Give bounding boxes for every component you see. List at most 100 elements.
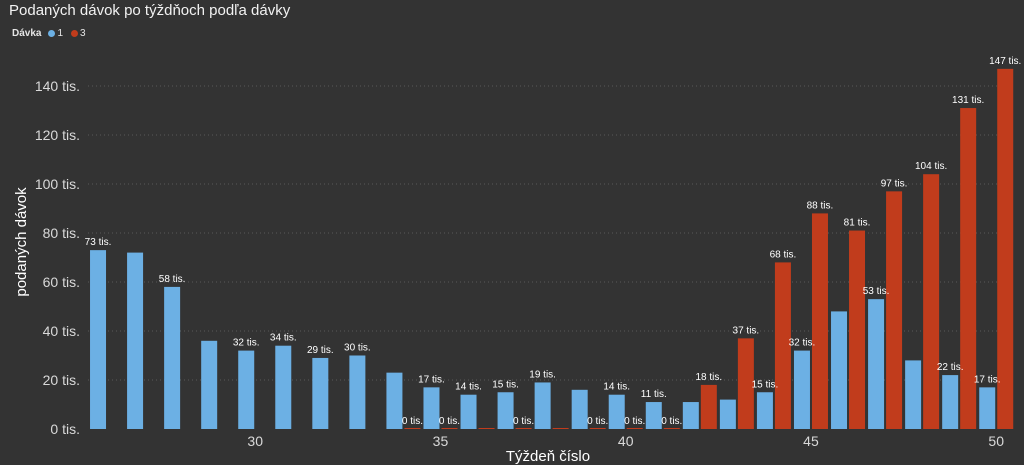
bar-series-1[interactable]	[275, 345, 292, 429]
legend-title: Dávka	[12, 28, 42, 39]
bars	[90, 68, 1014, 430]
bar-series-3[interactable]	[737, 338, 754, 429]
x-tick-label: 30	[247, 433, 263, 449]
data-label: 32 tis.	[233, 338, 260, 349]
bar-series-3[interactable]	[663, 428, 680, 429]
bar-series-1[interactable]	[349, 355, 366, 430]
legend-item-series-1[interactable]: 1	[48, 28, 63, 39]
bar-series-1[interactable]	[793, 350, 810, 429]
bar-series-3[interactable]	[811, 213, 828, 429]
data-label: 0 tis.	[439, 416, 460, 427]
data-label: 0 tis.	[513, 416, 534, 427]
data-label: 30 tis.	[344, 343, 371, 354]
data-label: 14 tis.	[603, 382, 630, 393]
bar-series-3[interactable]	[886, 191, 903, 429]
data-label: 81 tis.	[844, 218, 871, 229]
data-label: 53 tis.	[863, 286, 890, 297]
data-label: 0 tis.	[587, 416, 608, 427]
bar-series-1[interactable]	[201, 340, 218, 429]
data-label: 19 tis.	[529, 369, 556, 380]
bar-series-1[interactable]	[868, 299, 885, 429]
data-label: 15 tis.	[752, 379, 779, 390]
data-label: 14 tis.	[455, 382, 482, 393]
bar-series-3[interactable]	[700, 384, 717, 429]
y-tick-label: 100 tis.	[35, 176, 80, 192]
data-label: 131 tis.	[952, 95, 984, 106]
x-tick-label: 40	[618, 433, 634, 449]
bar-series-1[interactable]	[719, 399, 736, 429]
legend-label-series-1: 1	[57, 28, 64, 39]
chart-title: Podaných dávok po týždňoch podľa dávky	[9, 2, 291, 19]
y-tick-label: 20 tis.	[43, 372, 80, 388]
y-tick-label: 80 tis.	[43, 225, 80, 241]
y-tick-label: 0 tis.	[50, 421, 80, 437]
bar-series-3[interactable]	[441, 428, 458, 429]
bar-series-1[interactable]	[979, 387, 996, 429]
y-axis-title: podaných dávok	[13, 187, 30, 297]
bar-series-1[interactable]	[942, 375, 959, 429]
y-tick-label: 40 tis.	[43, 323, 80, 339]
legend-dot-series-3	[71, 30, 79, 37]
data-label: 147 tis.	[989, 56, 1021, 67]
bar-series-1[interactable]	[238, 350, 255, 429]
bar-series-3[interactable]	[626, 428, 643, 429]
data-label: 15 tis.	[492, 379, 519, 390]
bar-series-1[interactable]	[608, 394, 625, 429]
data-label: 0 tis.	[661, 416, 682, 427]
bar-series-3[interactable]	[997, 68, 1014, 429]
bar-series-1[interactable]	[460, 394, 477, 429]
y-tick-label: 60 tis.	[43, 274, 80, 290]
legend-dot-series-1	[48, 30, 56, 37]
data-label: 0 tis.	[624, 416, 645, 427]
data-label: 37 tis.	[733, 325, 760, 336]
bar-series-1[interactable]	[905, 360, 922, 429]
x-tick-label: 50	[988, 433, 1004, 449]
bar-series-1[interactable]	[90, 250, 107, 429]
bar-series-3[interactable]	[478, 428, 495, 429]
data-label: 29 tis.	[307, 345, 334, 356]
bar-series-1[interactable]	[682, 402, 699, 429]
bar-series-1[interactable]	[164, 286, 181, 429]
y-tick-label: 140 tis.	[35, 78, 80, 94]
bar-series-1[interactable]	[127, 252, 144, 429]
data-label: 11 tis.	[641, 389, 667, 400]
data-label: 73 tis.	[85, 237, 112, 248]
y-axis-ticks: 0 tis. 20 tis. 40 tis. 60 tis. 80 tis. 100 ti…	[35, 78, 80, 437]
legend-item-series-3[interactable]: 3	[71, 28, 86, 39]
data-labels: 73 tis. 58 tis. 32 tis. 34 tis. 29 tis. 30 ti…	[85, 56, 1022, 427]
bar-series-3[interactable]	[589, 428, 606, 429]
bar-series-1[interactable]	[571, 389, 588, 429]
bar-series-1[interactable]	[534, 382, 551, 429]
data-label: 58 tis.	[159, 274, 186, 285]
bar-series-1[interactable]	[312, 357, 329, 429]
bar-series-1[interactable]	[645, 402, 662, 429]
data-label: 32 tis.	[789, 338, 816, 349]
bar-series-3[interactable]	[923, 174, 940, 429]
bar-series-3[interactable]	[774, 262, 791, 429]
legend-label-series-3: 3	[80, 28, 86, 39]
legend: Dávka 1 3	[12, 28, 90, 39]
data-label: 34 tis.	[270, 333, 297, 344]
bar-series-3[interactable]	[552, 428, 569, 429]
x-axis-ticks: 30 35 40 45 50	[247, 433, 1004, 449]
data-label: 0 tis.	[402, 416, 423, 427]
bar-series-3[interactable]	[960, 108, 977, 430]
data-label: 68 tis.	[770, 249, 797, 260]
data-label: 17 tis.	[418, 374, 445, 385]
data-label: 104 tis.	[915, 161, 947, 172]
data-label: 22 tis.	[937, 362, 964, 373]
data-label: 18 tis.	[695, 372, 722, 383]
x-tick-label: 35	[433, 433, 449, 449]
x-axis-title: Týždeň číslo	[506, 448, 590, 465]
bar-series-3[interactable]	[849, 230, 866, 429]
bar-series-1[interactable]	[756, 392, 773, 429]
data-label: 88 tis.	[807, 200, 834, 211]
bar-series-3[interactable]	[515, 428, 532, 429]
bar-series-3[interactable]	[404, 428, 421, 429]
bar-series-1[interactable]	[386, 372, 403, 429]
data-label: 17 tis.	[974, 374, 1001, 385]
data-label: 97 tis.	[881, 178, 908, 189]
bar-series-1[interactable]	[423, 387, 440, 429]
bar-series-1[interactable]	[831, 311, 848, 429]
bar-series-1[interactable]	[497, 392, 514, 429]
